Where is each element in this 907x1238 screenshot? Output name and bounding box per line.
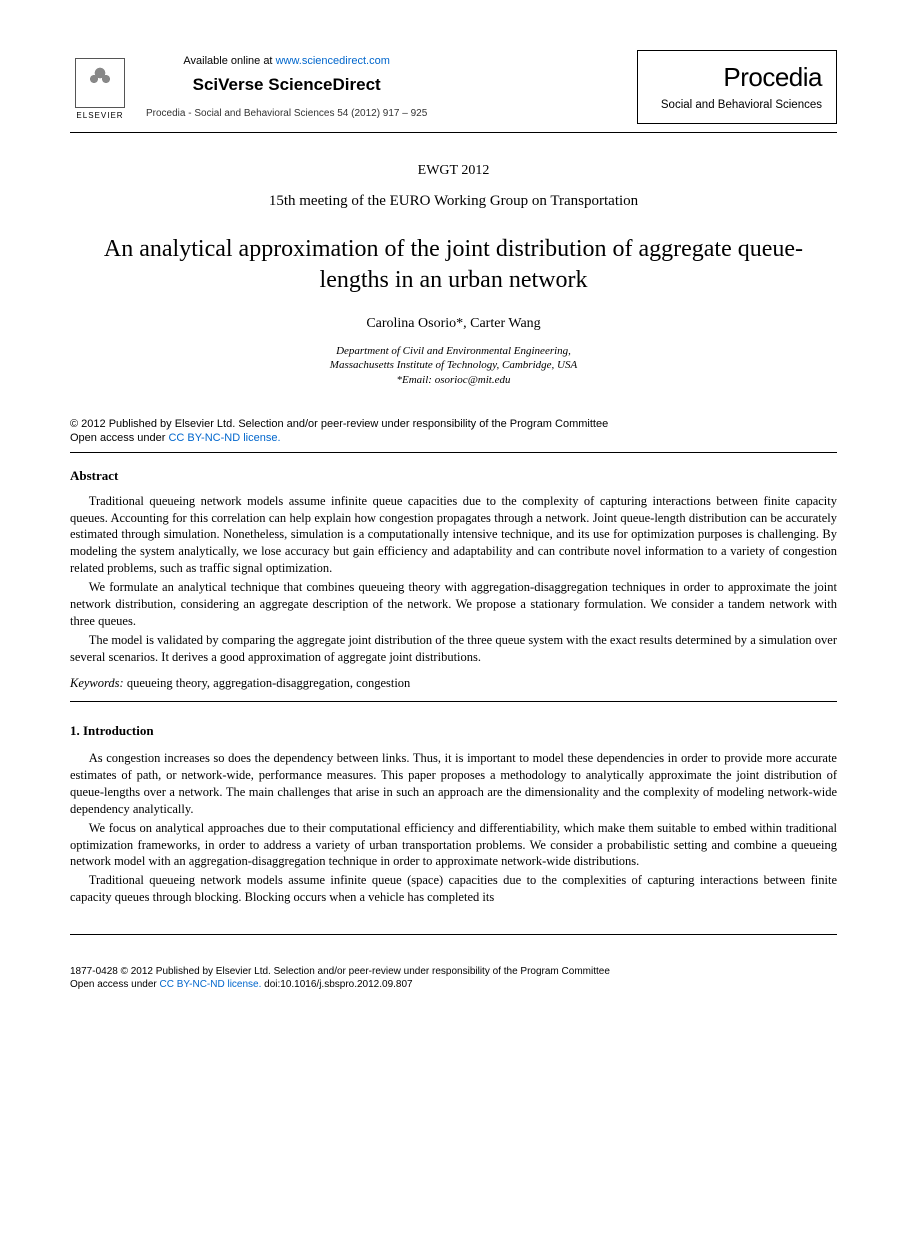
keywords: Keywords: queueing theory, aggregation-d…	[70, 675, 837, 693]
section1-p2: We focus on analytical approaches due to…	[70, 820, 837, 871]
copyright-line1: © 2012 Published by Elsevier Ltd. Select…	[70, 418, 608, 430]
keywords-label: Keywords:	[70, 676, 124, 690]
paper-title: An analytical approximation of the joint…	[70, 234, 837, 296]
footer-license-link[interactable]: CC BY-NC-ND license.	[160, 979, 262, 990]
keywords-text: queueing theory, aggregation-disaggregat…	[124, 676, 411, 690]
footer-open-access-prefix: Open access under	[70, 979, 160, 990]
sciverse-brand: SciVerse ScienceDirect	[146, 73, 427, 97]
rule-after-abstract	[70, 701, 837, 702]
affiliation-line2: Massachusetts Institute of Technology, C…	[330, 359, 577, 371]
available-prefix: Available online at	[183, 55, 275, 67]
authors: Carolina Osorio*, Carter Wang	[70, 314, 837, 334]
procedia-subtitle: Social and Behavioral Sciences	[652, 97, 822, 113]
citation-line: Procedia - Social and Behavioral Science…	[146, 107, 427, 121]
affiliation-line1: Department of Civil and Environmental En…	[336, 345, 571, 357]
abstract-heading: Abstract	[70, 467, 837, 485]
header-center: Available online at www.sciencedirect.co…	[146, 50, 427, 121]
open-access-prefix: Open access under	[70, 432, 168, 444]
elsevier-tree-icon	[75, 58, 125, 108]
abstract-p1: Traditional queueing network models assu…	[70, 493, 837, 577]
elsevier-logo: ELSEVIER	[70, 51, 130, 121]
section1-p1: As congestion increases so does the depe…	[70, 750, 837, 818]
section1-p3: Traditional queueing network models assu…	[70, 872, 837, 906]
available-online: Available online at www.sciencedirect.co…	[146, 54, 427, 69]
conference-short: EWGT 2012	[70, 161, 837, 181]
copyright-block: © 2012 Published by Elsevier Ltd. Select…	[70, 417, 837, 446]
abstract-p2: We formulate an analytical technique tha…	[70, 579, 837, 630]
affiliation: Department of Civil and Environmental En…	[70, 344, 837, 387]
procedia-box: Procedia Social and Behavioral Sciences	[637, 50, 837, 124]
license-link[interactable]: CC BY-NC-ND license.	[168, 432, 280, 444]
footer-issn: 1877-0428 © 2012 Published by Elsevier L…	[70, 966, 610, 977]
footer: 1877-0428 © 2012 Published by Elsevier L…	[70, 965, 837, 991]
sciencedirect-link[interactable]: www.sciencedirect.com	[276, 55, 390, 67]
rule-before-abstract	[70, 452, 837, 453]
rule-top	[70, 132, 837, 133]
procedia-title: Procedia	[652, 59, 822, 95]
rule-footer	[70, 934, 837, 935]
abstract-p3: The model is validated by comparing the …	[70, 632, 837, 666]
conference-long: 15th meeting of the EURO Working Group o…	[70, 191, 837, 212]
section-1-heading: 1. Introduction	[70, 722, 837, 740]
header-left: ELSEVIER Available online at www.science…	[70, 50, 427, 121]
affiliation-line3: *Email: osorioc@mit.edu	[397, 374, 511, 386]
elsevier-label: ELSEVIER	[76, 110, 123, 121]
footer-doi: doi:10.1016/j.sbspro.2012.09.807	[261, 979, 412, 990]
header-row: ELSEVIER Available online at www.science…	[70, 50, 837, 124]
